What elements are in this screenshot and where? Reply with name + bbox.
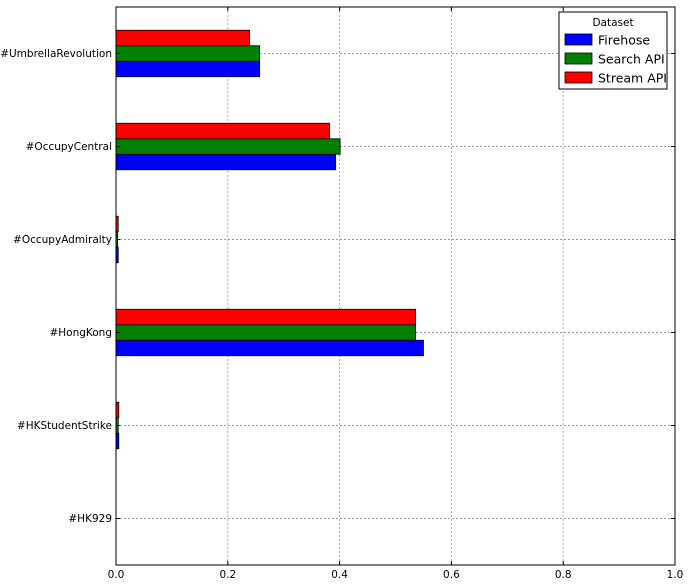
bar-firehose <box>115 339 424 357</box>
grid <box>116 7 675 565</box>
y-tick-label: #HK929 <box>68 513 112 525</box>
x-tick-label: 1.0 <box>667 569 684 581</box>
ticks: 0.0 0.2 0.4 0.6 0.8 1.0 #HK929 #HKStudentStrike… <box>0 7 683 581</box>
y-tick-label: #OccupyAdmiralty <box>13 234 112 246</box>
y-tick-label: #UmbrellaRevolution <box>0 48 112 60</box>
x-tick-label: 0.4 <box>331 569 348 581</box>
x-tick-label: 0.8 <box>555 569 572 581</box>
legend-swatch <box>564 52 593 65</box>
y-tick-label: #HongKong <box>49 327 112 339</box>
bar-search-api <box>115 138 341 155</box>
legend-swatch <box>564 71 593 84</box>
legend-items: Firehose Search API Stream API <box>564 33 667 86</box>
x-tick-label: 0.6 <box>443 569 460 581</box>
bar-search-api <box>115 45 261 62</box>
y-tick-label: #HKStudentStrike <box>17 420 112 432</box>
x-tick-label: 0.2 <box>219 569 236 581</box>
legend-label: Search API <box>598 52 665 67</box>
bar-stream-api <box>115 122 330 140</box>
bars <box>115 29 424 450</box>
legend-label: Stream API <box>598 71 667 86</box>
x-tick-label: 0.0 <box>108 569 125 581</box>
y-tick-label: #OccupyCentral <box>26 141 112 153</box>
bar-search-api <box>115 324 417 341</box>
legend-swatch <box>564 33 593 46</box>
bar-firehose <box>115 60 261 78</box>
bar-stream-api <box>115 308 417 326</box>
plot-frame <box>115 6 676 566</box>
legend-label: Firehose <box>598 33 650 48</box>
bar-firehose <box>115 153 337 171</box>
legend: Dataset Firehose Search API Stream API <box>558 11 668 90</box>
legend-title: Dataset <box>592 17 633 29</box>
bar-stream-api <box>115 29 251 47</box>
